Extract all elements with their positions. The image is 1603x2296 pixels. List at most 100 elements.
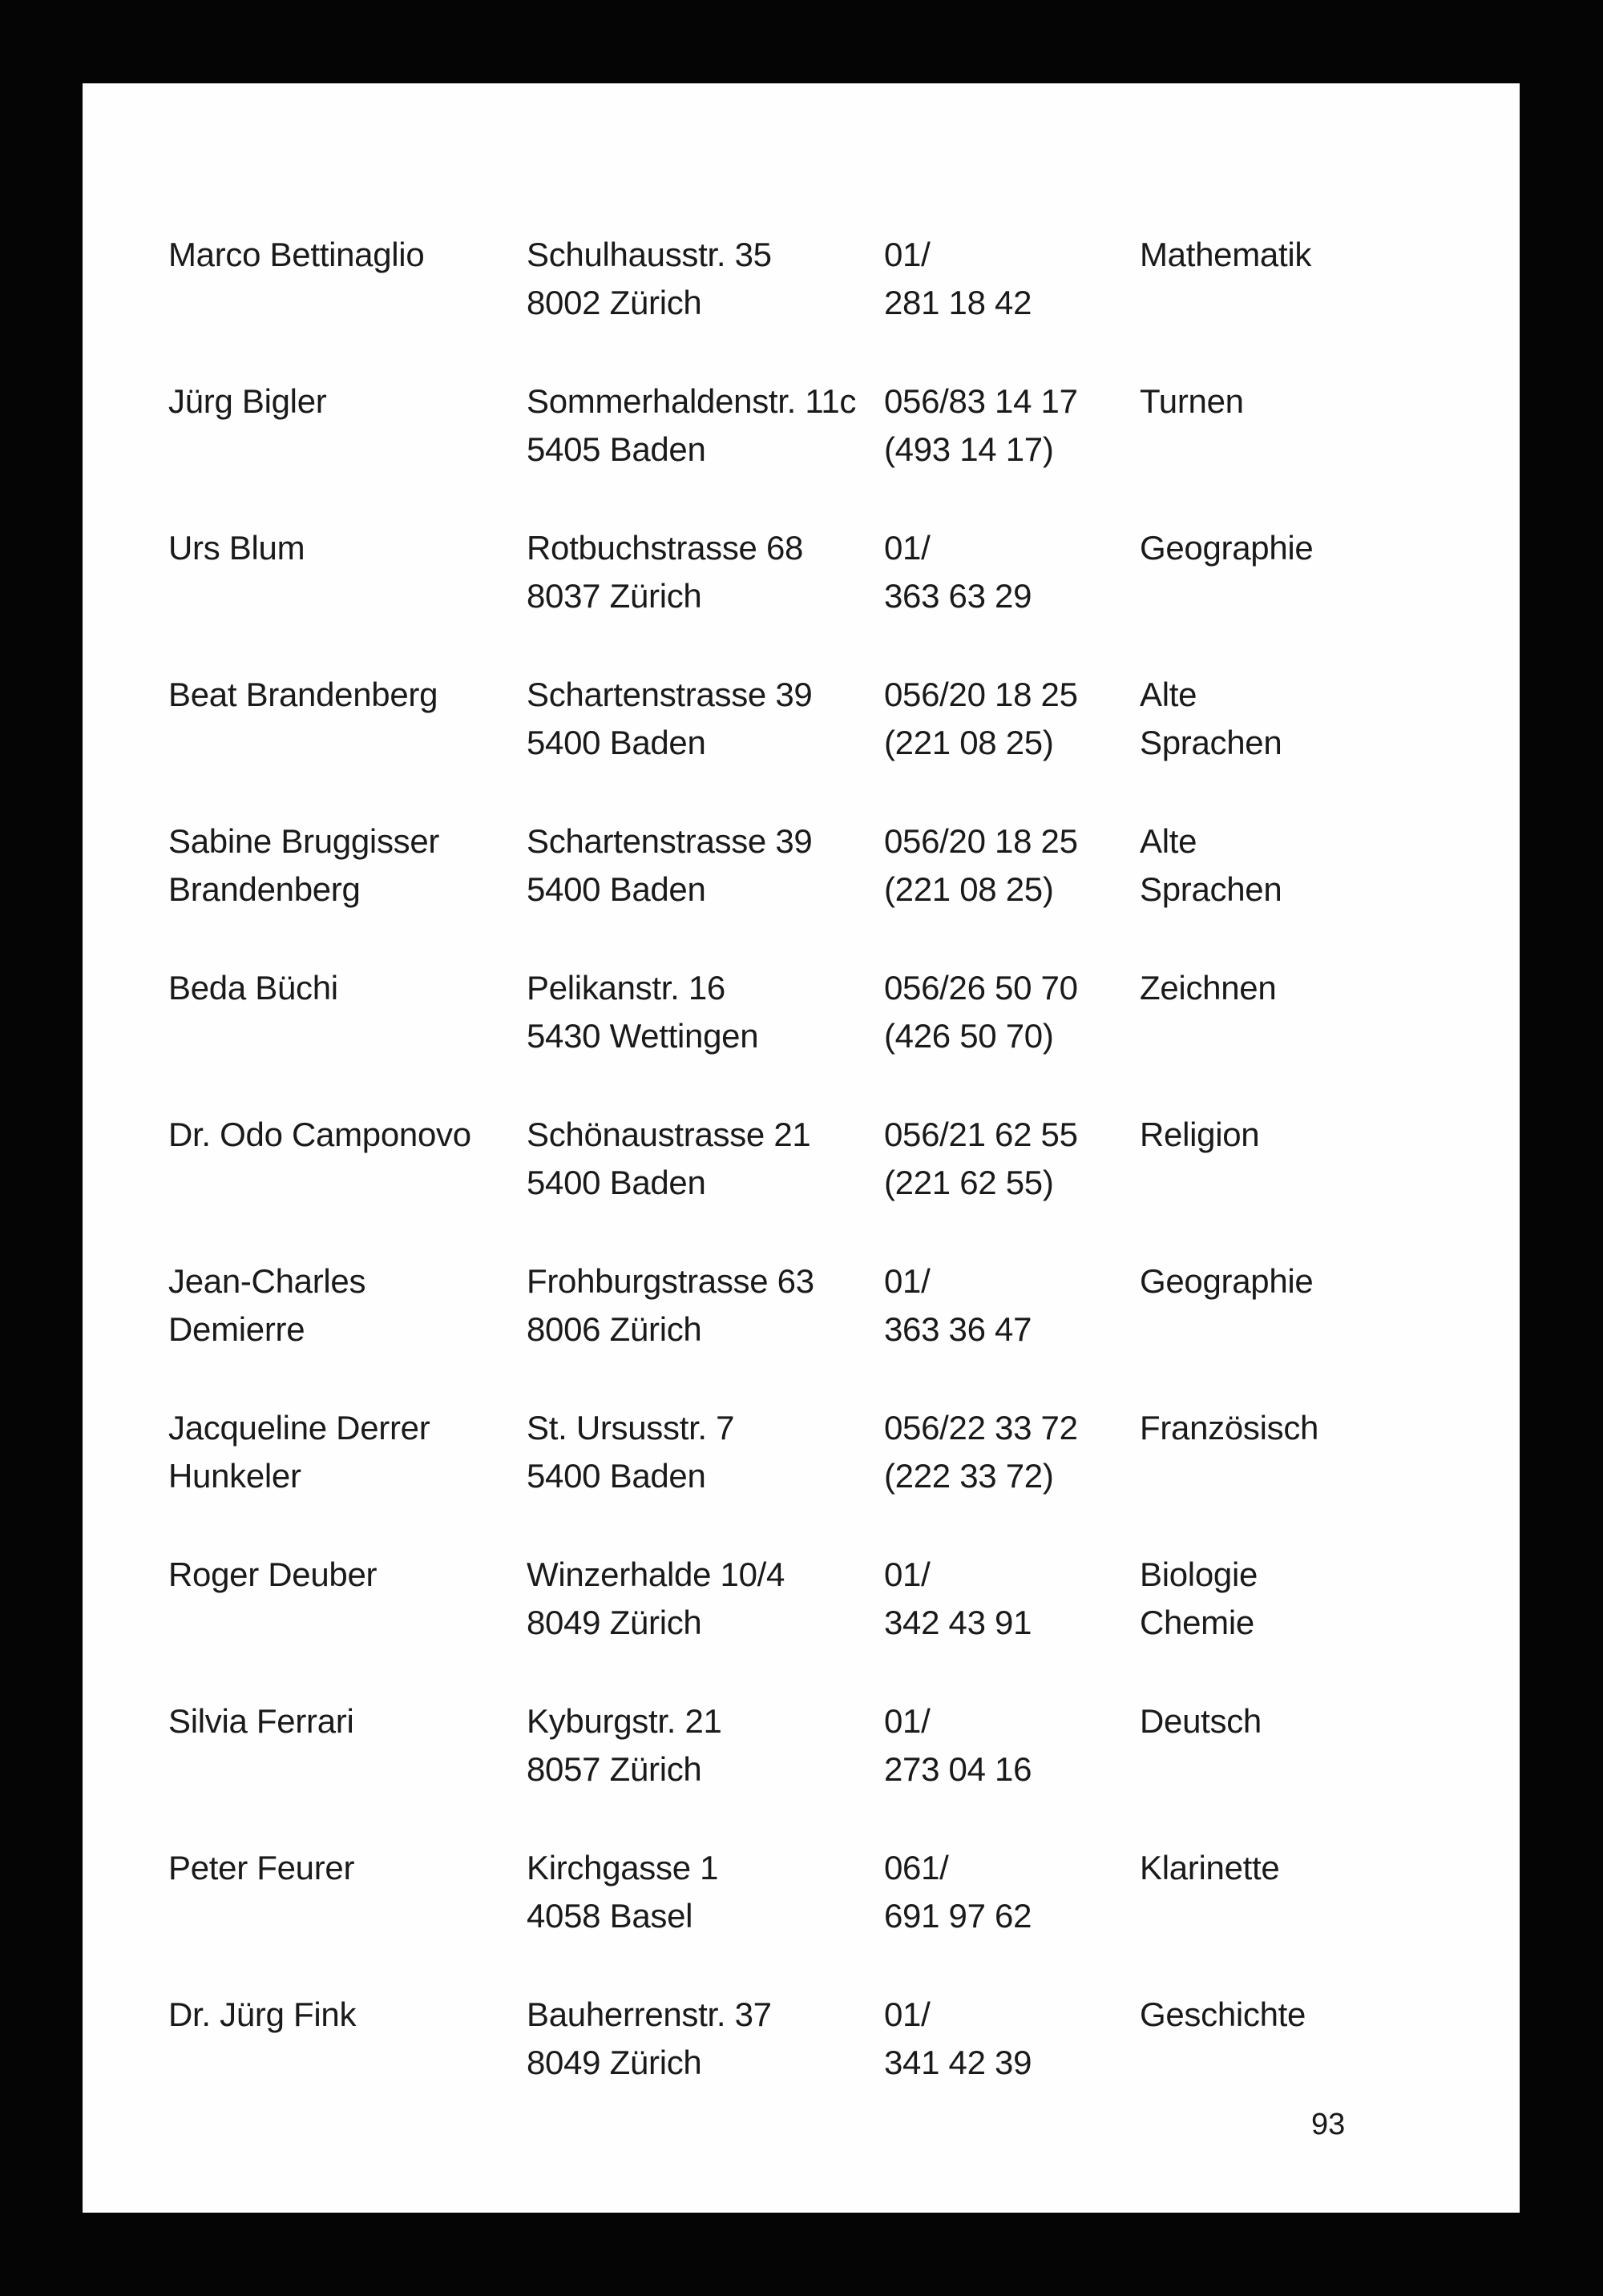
phone-cell-line: 273 04 16 (884, 1750, 1032, 1788)
phone-cell: 056/22 33 72 (222 33 72) (884, 1404, 1078, 1500)
phone-cell-line: 01/ (884, 1702, 931, 1740)
subject-cell: Mathematik (1140, 231, 1311, 279)
phone-cell-line: 01/ (884, 236, 931, 273)
phone-cell-line: 01/ (884, 1995, 931, 2033)
directory-entry: Jean-Charles Demierre Frohburgstrasse 63 80… (83, 1257, 1520, 1362)
subject-cell-line: Geographie (1140, 529, 1314, 567)
name-cell: Silvia Ferrari (168, 1697, 354, 1745)
phone-cell-line: (426 50 70) (884, 1017, 1054, 1055)
directory-entry: Sabine Bruggisser Brandenberg Schartenstra… (83, 817, 1520, 922)
phone-cell-line: 691 97 62 (884, 1897, 1032, 1935)
address-cell-line: 5400 Baden (527, 870, 706, 908)
phone-cell: 01/363 63 29 (884, 524, 1032, 620)
address-cell: Kirchgasse 1 4058 Basel (527, 1844, 719, 1940)
name-cell: Jacqueline Derrer Hunkeler (168, 1404, 430, 1500)
address-cell-line: Rotbuchstrasse 68 (527, 529, 804, 567)
phone-cell-line: 056/83 14 17 (884, 382, 1078, 420)
phone-cell: 01/281 18 42 (884, 231, 1032, 327)
name-cell: Dr. Odo Camponovo (168, 1111, 471, 1159)
phone-cell-line: 363 36 47 (884, 1310, 1032, 1348)
phone-cell-line: 01/ (884, 529, 931, 567)
phone-cell: 01/273 04 16 (884, 1697, 1032, 1794)
subject-cell-line: Alte (1140, 822, 1197, 860)
subject-cell-line: Mathematik (1140, 236, 1312, 273)
phone-cell: 056/83 14 17 (493 14 17) (884, 377, 1078, 474)
phone-cell-line: 341 42 39 (884, 2044, 1032, 2081)
phone-cell-line: 056/26 50 70 (884, 969, 1078, 1007)
address-cell-line: 5430 Wettingen (527, 1017, 759, 1055)
subject-cell: Klarinette (1140, 1844, 1280, 1892)
address-cell-line: 5400 Baden (527, 1457, 706, 1495)
subject-cell-line: Geschichte (1140, 1995, 1306, 2033)
subject-cell: Geographie (1140, 524, 1314, 572)
subject-cell-line: Geographie (1140, 1262, 1314, 1300)
name-cell: Beda Büchi (168, 964, 338, 1012)
name-cell-line: Roger Deuber (168, 1556, 378, 1593)
name-cell-line: Jürg Bigler (168, 382, 327, 420)
name-cell-line: Dr. Odo Camponovo (168, 1116, 471, 1153)
address-cell-line: 5400 Baden (527, 724, 706, 761)
subject-cell: Biologie Chemie (1140, 1551, 1258, 1647)
phone-cell: 01/342 43 91 (884, 1551, 1032, 1647)
phone-cell: 01/363 36 47 (884, 1257, 1032, 1354)
address-cell: Frohburgstrasse 63 8006 Zürich (527, 1257, 814, 1354)
subject-cell: Turnen (1140, 377, 1244, 426)
subject-cell: Alte Sprachen (1140, 817, 1282, 914)
address-cell: Schönaustrasse 21 5400 Baden (527, 1111, 811, 1207)
name-cell-line: Brandenberg (168, 870, 361, 908)
subject-cell-line: Alte (1140, 676, 1197, 713)
address-cell-line: 5405 Baden (527, 430, 706, 468)
address-cell: Pelikanstr. 16 5430 Wettingen (527, 964, 759, 1060)
subject-cell-line: Biologie (1140, 1556, 1258, 1593)
subject-cell-line: Deutsch (1140, 1702, 1262, 1740)
address-cell: Schartenstrasse 39 5400 Baden (527, 671, 813, 767)
phone-cell: 056/20 18 25 (221 08 25) (884, 817, 1078, 914)
phone-cell-line: 056/20 18 25 (884, 676, 1078, 713)
address-cell-line: Kyburgstr. 21 (527, 1702, 722, 1740)
subject-cell-line: Französisch (1140, 1409, 1319, 1447)
directory-entry: Roger Deuber Winzerhalde 10/4 8049 Zürich 0… (83, 1551, 1520, 1655)
directory-entry: Dr. Jürg Fink Bauherrenstr. 37 8049 Zürich… (83, 1991, 1520, 2095)
page-number: 93 (1311, 2108, 1346, 2141)
directory-entry: Peter Feurer Kirchgasse 1 4058 Basel 061/69… (83, 1844, 1520, 1948)
directory-entry: Jacqueline Derrer Hunkeler St. Ursusstr. 7… (83, 1404, 1520, 1508)
name-cell: Jürg Bigler (168, 377, 327, 426)
directory-entry: Silvia Ferrari Kyburgstr. 21 8057 Zürich 01… (83, 1697, 1520, 1802)
address-cell-line: Winzerhalde 10/4 (527, 1556, 785, 1593)
name-cell: Sabine Bruggisser Brandenberg (168, 817, 439, 914)
directory-entry: Urs Blum Rotbuchstrasse 68 8037 Zürich 01/3… (83, 524, 1520, 628)
name-cell-line: Hunkeler (168, 1457, 301, 1495)
address-cell-line: 8002 Zürich (527, 284, 702, 321)
name-cell-line: Beat Brandenberg (168, 676, 438, 713)
address-cell: Winzerhalde 10/4 8049 Zürich (527, 1551, 785, 1647)
name-cell-line: Silvia Ferrari (168, 1702, 354, 1740)
name-cell-line: Sabine Bruggisser (168, 822, 440, 860)
phone-cell-line: 056/20 18 25 (884, 822, 1078, 860)
phone-cell-line: (221 08 25) (884, 870, 1054, 908)
subject-cell: Alte Sprachen (1140, 671, 1282, 767)
subject-cell-line: Sprachen (1140, 724, 1282, 761)
name-cell-line: Jacqueline Derrer (168, 1409, 430, 1447)
address-cell-line: Sommerhaldenstr. 11c (527, 382, 857, 420)
phone-cell: 056/21 62 55 (221 62 55) (884, 1111, 1078, 1207)
phone-cell-line: (221 62 55) (884, 1164, 1054, 1201)
name-cell: Marco Bettinaglio (168, 231, 425, 279)
subject-cell: Geographie (1140, 1257, 1314, 1305)
name-cell-line: Marco Bettinaglio (168, 236, 425, 273)
address-cell-line: Schartenstrasse 39 (527, 822, 813, 860)
subject-cell: Religion (1140, 1111, 1260, 1159)
subject-cell: Deutsch (1140, 1697, 1262, 1745)
phone-cell-line: 01/ (884, 1556, 931, 1593)
subject-cell-line: Turnen (1140, 382, 1244, 420)
phone-cell-line: 01/ (884, 1262, 931, 1300)
address-cell-line: Schönaustrasse 21 (527, 1116, 811, 1153)
name-cell-line: Urs Blum (168, 529, 305, 567)
address-cell-line: Schartenstrasse 39 (527, 676, 813, 713)
name-cell-line: Peter Feurer (168, 1849, 355, 1886)
phone-cell-line: (221 08 25) (884, 724, 1054, 761)
name-cell: Roger Deuber (168, 1551, 378, 1599)
phone-cell-line: 061/ (884, 1849, 949, 1886)
phone-cell-line: 281 18 42 (884, 284, 1032, 321)
subject-cell: Zeichnen (1140, 964, 1277, 1012)
document-page: Marco Bettinaglio Schulhausstr. 35 8002 Zü… (83, 83, 1520, 2213)
